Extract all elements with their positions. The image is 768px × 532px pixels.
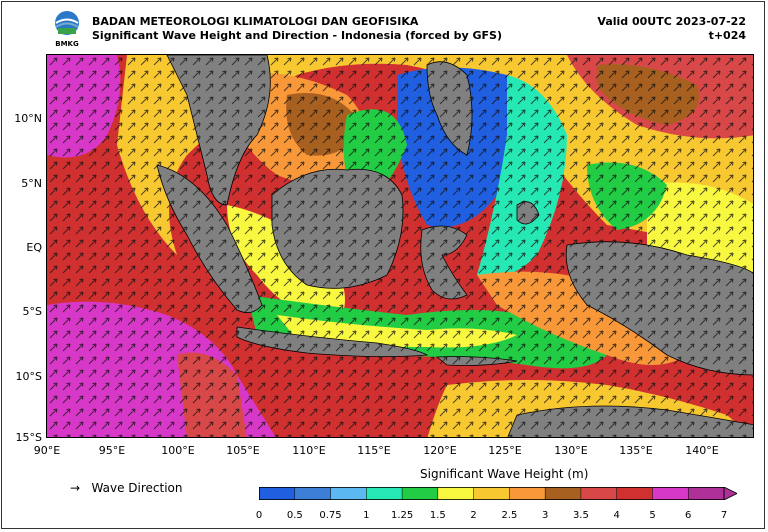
colorbar-tick-label: 3.5 [572,510,589,521]
wave-direction-label: Wave Direction [91,481,183,495]
lat-label-5n: 5°N [21,177,42,190]
lon-label-95e: 95°E [98,444,126,457]
lat-label-10s: 10°S [15,370,42,383]
colorbar-tick-label: 6 [685,510,692,521]
lat-label-10n: 10°N [14,112,42,125]
colorbar-cell [330,487,367,500]
colorbar-tick-label: 1.5 [429,510,446,521]
lon-label-105e: 105°E [226,444,260,457]
wave-direction-arrow-icon: → [70,481,81,495]
colorbar-cell [687,487,725,500]
lon-label-125e: 125°E [488,444,522,457]
colorbar-cell [437,487,475,500]
colorbar-extend-arrow [723,487,737,500]
colorbar-cell [580,487,618,500]
colorbar-cell [473,487,510,500]
bmkg-logo: BMKG [55,11,79,48]
lat-label-5s: 5°S [22,305,42,318]
wave-direction-arrows [47,55,753,437]
colorbar-cell [509,487,546,500]
colorbar-cell [259,487,296,500]
colorbar-tick-label: 4 [613,510,620,521]
colorbar-tick-label: 3 [542,510,549,521]
colorbar-tick-label: 0 [255,510,263,521]
map-canvas [47,55,753,437]
lon-label-135e: 135°E [619,444,653,457]
wave-height-map [46,54,754,438]
colorbar-cell [652,487,689,500]
lon-label-130e: 130°E [554,444,588,457]
colorbar-cell [401,487,439,500]
colorbar-cell [366,487,403,500]
colorbar-tick-label: 7 [720,510,728,521]
colorbar-cell [616,487,654,500]
valid-time: Valid 00UTC 2023-07-22 [597,15,746,28]
colorbar-title: Significant Wave Height (m) [420,467,589,481]
colorbar-tick-label: 5 [649,510,656,521]
colorbar-tick-label: 1.25 [390,510,414,521]
colorbar-tick-label: 2.5 [501,510,518,521]
colorbar-outline [259,487,725,500]
map-subtitle: Significant Wave Height and Direction - … [92,29,503,42]
colorbar-cell [294,487,332,500]
lon-label-100e: 100°E [161,444,195,457]
colorbar-tick-label: 2 [470,510,477,521]
lat-label-15s: 15°S [15,431,42,444]
lon-label-90e: 90°E [33,444,61,457]
colorbar-tick-label: 0.5 [286,510,303,521]
colorbar-tick-label: 1 [363,510,370,521]
colorbar-cell [544,487,582,500]
colorbar-cells [259,487,725,500]
lat-label-eq: EQ [26,241,42,254]
colorbar [259,487,737,500]
lon-label-115e: 115°E [357,444,391,457]
lon-label-120e: 120°E [423,444,457,457]
wave-direction-legend: → Wave Direction [70,481,182,495]
lead-time: t+024 [708,29,746,42]
lon-label-140e: 140°E [685,444,719,457]
svg-text:BMKG: BMKG [55,40,79,48]
organization-title: BADAN METEOROLOGI KLIMATOLOGI DAN GEOFIS… [92,15,419,28]
colorbar-tick-label: 0.75 [319,510,342,521]
lon-label-110e: 110°E [292,444,326,457]
